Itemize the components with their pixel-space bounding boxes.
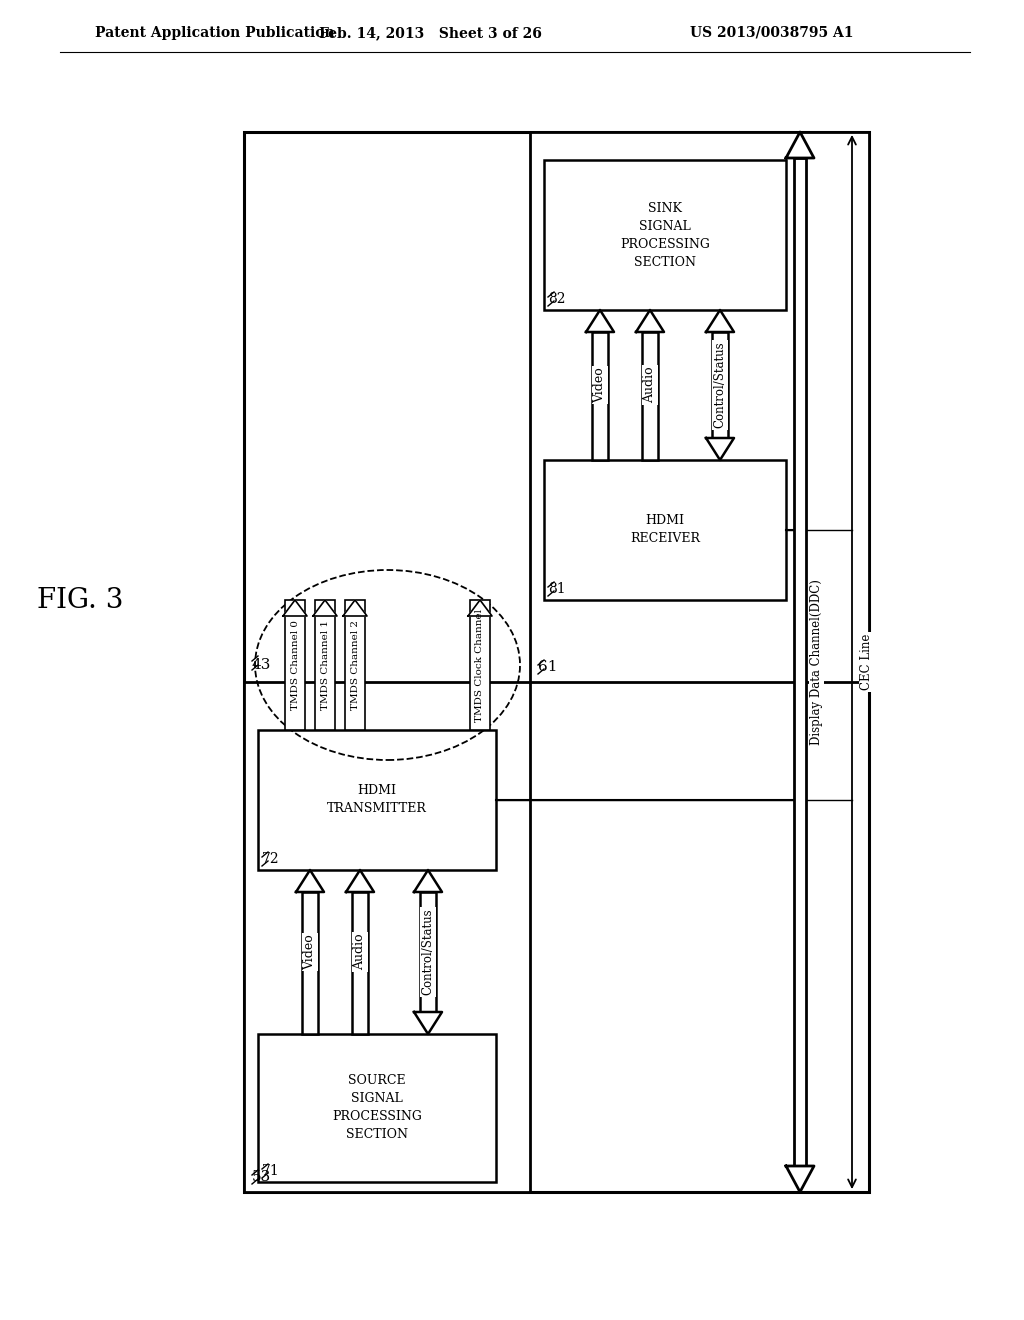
Text: 81: 81 <box>548 582 565 597</box>
Bar <box>244 132 869 1192</box>
Bar <box>470 601 490 730</box>
Bar <box>794 158 806 1166</box>
Text: FIG. 3: FIG. 3 <box>37 586 123 614</box>
Polygon shape <box>706 310 734 333</box>
Text: US 2013/0038795 A1: US 2013/0038795 A1 <box>690 26 853 40</box>
Polygon shape <box>786 1166 814 1192</box>
Text: Control/Status: Control/Status <box>714 342 726 428</box>
Text: TMDS Channel 0: TMDS Channel 0 <box>291 620 299 710</box>
Text: Audio: Audio <box>353 933 367 970</box>
Text: HDMI
RECEIVER: HDMI RECEIVER <box>630 515 700 545</box>
Polygon shape <box>283 601 307 616</box>
Text: SINK
SIGNAL
PROCESSING
SECTION: SINK SIGNAL PROCESSING SECTION <box>621 202 710 268</box>
Bar <box>544 160 786 310</box>
Polygon shape <box>706 438 734 459</box>
Text: 53: 53 <box>252 1170 271 1184</box>
Bar <box>315 601 335 730</box>
Text: 43: 43 <box>252 657 271 672</box>
Text: Audio: Audio <box>643 367 656 404</box>
Text: Feb. 14, 2013   Sheet 3 of 26: Feb. 14, 2013 Sheet 3 of 26 <box>318 26 542 40</box>
Bar <box>285 601 305 730</box>
Polygon shape <box>468 601 492 616</box>
Text: TMDS Channel 2: TMDS Channel 2 <box>350 620 359 710</box>
Text: CEC Line: CEC Line <box>860 634 873 690</box>
Bar <box>302 892 318 1034</box>
Bar <box>592 333 608 459</box>
Text: 82: 82 <box>548 292 565 306</box>
Text: SOURCE
SIGNAL
PROCESSING
SECTION: SOURCE SIGNAL PROCESSING SECTION <box>332 1074 422 1142</box>
Bar <box>712 333 728 438</box>
Polygon shape <box>343 601 367 616</box>
Text: Display Data Channel(DDC): Display Data Channel(DDC) <box>810 579 823 744</box>
Text: 72: 72 <box>262 851 280 866</box>
Bar <box>530 132 869 682</box>
Bar <box>352 892 368 1034</box>
Text: Control/Status: Control/Status <box>422 908 434 995</box>
Text: HDMI
TRANSMITTER: HDMI TRANSMITTER <box>327 784 427 816</box>
Text: Patent Application Publication: Patent Application Publication <box>95 26 335 40</box>
Text: Video: Video <box>303 935 316 970</box>
Text: Video: Video <box>594 367 606 403</box>
Polygon shape <box>414 1012 442 1034</box>
Text: 61: 61 <box>538 660 557 675</box>
Bar <box>642 333 658 459</box>
Polygon shape <box>414 870 442 892</box>
Polygon shape <box>786 132 814 158</box>
Polygon shape <box>346 870 374 892</box>
Bar <box>258 1034 496 1181</box>
Text: TMDS Channel 1: TMDS Channel 1 <box>321 620 330 710</box>
Polygon shape <box>636 310 664 333</box>
Polygon shape <box>296 870 324 892</box>
Bar <box>544 459 786 601</box>
Bar <box>420 892 436 1012</box>
Text: 71: 71 <box>262 1164 280 1177</box>
Bar <box>258 730 496 870</box>
Bar <box>244 682 530 1192</box>
Polygon shape <box>313 601 337 616</box>
Bar <box>345 601 365 730</box>
Text: TMDS Clock Channel: TMDS Clock Channel <box>475 609 484 722</box>
Polygon shape <box>586 310 614 333</box>
